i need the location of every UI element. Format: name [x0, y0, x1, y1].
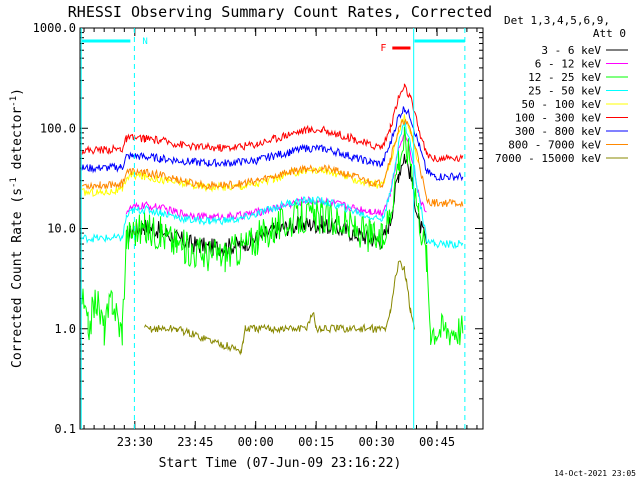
x-tick-label: 00:30: [359, 435, 395, 449]
legend-label: 300 - 800 keV: [515, 125, 601, 138]
y-tick-label: 0.1: [54, 422, 76, 436]
y-label-sup2: -1: [9, 96, 19, 107]
legend-label: 800 - 7000 keV: [508, 139, 601, 152]
chart-title: RHESSI Observing Summary Count Rates, Co…: [68, 3, 492, 21]
f-label: F: [380, 43, 386, 54]
legend-header-2: Att 0: [593, 27, 626, 40]
y-tick-label: 100.0: [40, 121, 76, 135]
series-line: [82, 118, 464, 208]
x-tick-label: 23:30: [117, 435, 153, 449]
legend-header-1: Det 1,3,4,5,6,9,: [504, 14, 610, 27]
legend-label: 12 - 25 keV: [528, 71, 601, 84]
legend-label: 7000 - 15000 keV: [495, 152, 601, 165]
annotations: NF: [80, 28, 466, 429]
series-line: [81, 106, 464, 182]
series-line: [125, 153, 428, 257]
x-tick-label: 00:15: [298, 435, 334, 449]
series-line: [144, 260, 415, 356]
x-tick-label: 00:00: [238, 435, 274, 449]
y-label-part2: detector: [10, 107, 25, 178]
legend-label: 3 - 6 keV: [541, 44, 601, 57]
y-label-part1: Corrected Count Rate (s: [10, 188, 25, 368]
y-tick-label: 10.0: [47, 222, 76, 236]
plot-frame: [79, 27, 484, 430]
y-tick-label: 1000.0: [33, 21, 76, 35]
series-line: [81, 126, 464, 346]
series-line: [81, 120, 464, 250]
x-tick-label: 00:45: [419, 435, 455, 449]
x-axis-label: Start Time (07-Jun-09 23:16:22): [159, 456, 402, 471]
y-label-part3: ): [10, 88, 25, 96]
x-axis: 23:30 23:45 00:00 00:15 00:30 00:45: [83, 28, 478, 449]
series-group: [81, 83, 464, 356]
legend-label: 25 - 50 keV: [528, 85, 601, 98]
y-label-sup1: -1: [9, 177, 19, 188]
timestamp: 14-Oct-2021 23:05: [554, 469, 636, 478]
n-label: N: [142, 37, 147, 47]
legend-label: 100 - 300 keV: [515, 112, 601, 125]
y-axis: 0.1 1.0 10.0 100.0 1000.0: [33, 21, 483, 436]
y-axis-label: Corrected Count Rate (s-1 detector-1): [9, 88, 25, 368]
series-line: [125, 126, 427, 222]
series-line: [81, 83, 464, 163]
series-line: [81, 114, 419, 197]
legend-label: 6 - 12 keV: [535, 58, 602, 71]
legend-label: 50 - 100 keV: [522, 98, 602, 111]
y-tick-label: 1.0: [54, 322, 76, 336]
x-tick-label: 23:45: [177, 435, 213, 449]
